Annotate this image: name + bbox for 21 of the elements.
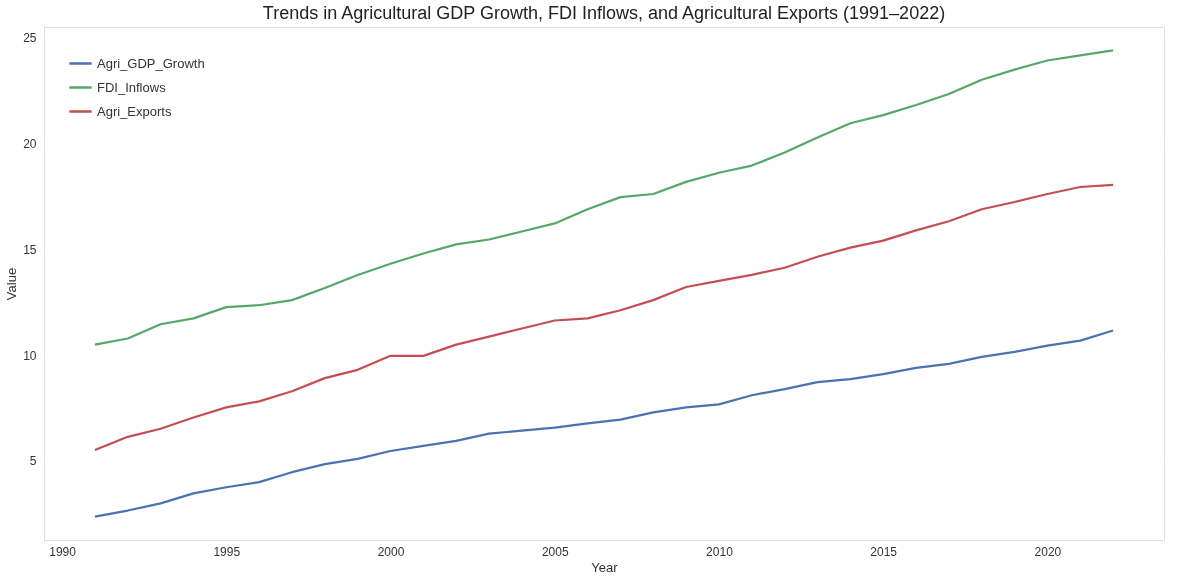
y-tick-label: 20 bbox=[23, 136, 37, 151]
x-axis-title: Year bbox=[591, 559, 619, 575]
y-tick-label: 25 bbox=[23, 30, 37, 45]
legend-label: FDI_Inflows bbox=[97, 79, 167, 95]
y-tick-label: 15 bbox=[23, 242, 37, 257]
x-tick-label: 2000 bbox=[377, 544, 405, 559]
line-series bbox=[93, 183, 1115, 452]
x-tick-label: 2010 bbox=[706, 544, 734, 559]
x-tick-label: 2020 bbox=[1034, 544, 1062, 559]
y-tick-label: 5 bbox=[29, 454, 37, 469]
legend-label: Agri_GDP_Growth bbox=[97, 55, 205, 71]
x-tick-label: 1995 bbox=[213, 544, 241, 559]
legend-label: Agri_Exports bbox=[97, 103, 172, 119]
chart-title: Trends in Agricultural GDP Growth, FDI Inflows, and Agricultural Exports (1991–2022) bbox=[262, 3, 946, 23]
y-axis-title: Value bbox=[4, 267, 20, 301]
x-tick-label: 1990 bbox=[49, 544, 77, 559]
line-series bbox=[93, 329, 1115, 518]
x-tick-label: 2015 bbox=[870, 544, 898, 559]
x-tick-label: 2005 bbox=[541, 544, 569, 559]
y-tick-label: 10 bbox=[23, 348, 37, 363]
line-series bbox=[93, 49, 1115, 346]
